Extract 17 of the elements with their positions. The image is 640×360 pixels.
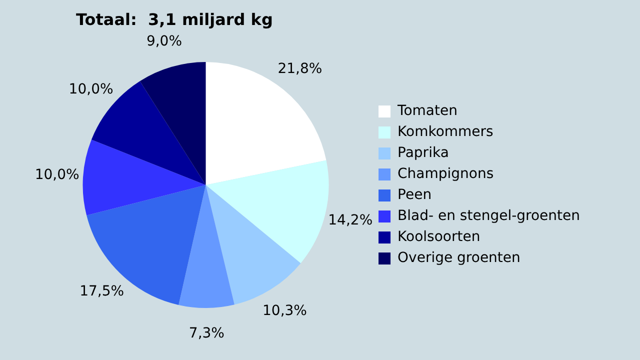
data-label: 10,3% — [262, 302, 307, 319]
data-label: 9,0% — [146, 34, 182, 50]
data-label: 14,2% — [328, 212, 373, 229]
legend-label: Paprika — [398, 145, 449, 162]
data-label: 7,3% — [188, 326, 224, 342]
data-label: 17,5% — [80, 283, 124, 300]
legend-label: Peen — [398, 187, 432, 204]
chart-title: Totaal: 3,1 miljard kg — [76, 10, 273, 29]
data-label: 21,8% — [278, 61, 322, 78]
legend-label: Koolsoorten — [398, 229, 480, 246]
legend-label: Champignons — [398, 166, 494, 182]
legend-label: Komkommers — [398, 124, 494, 140]
legend-label: Blad- en stengel-groenten — [398, 208, 580, 224]
data-label: 10,0% — [68, 82, 114, 98]
legend-label: Overige groenten — [398, 250, 520, 266]
legend-label: Tomaten — [396, 103, 458, 120]
data-label: 10,0% — [34, 167, 80, 184]
